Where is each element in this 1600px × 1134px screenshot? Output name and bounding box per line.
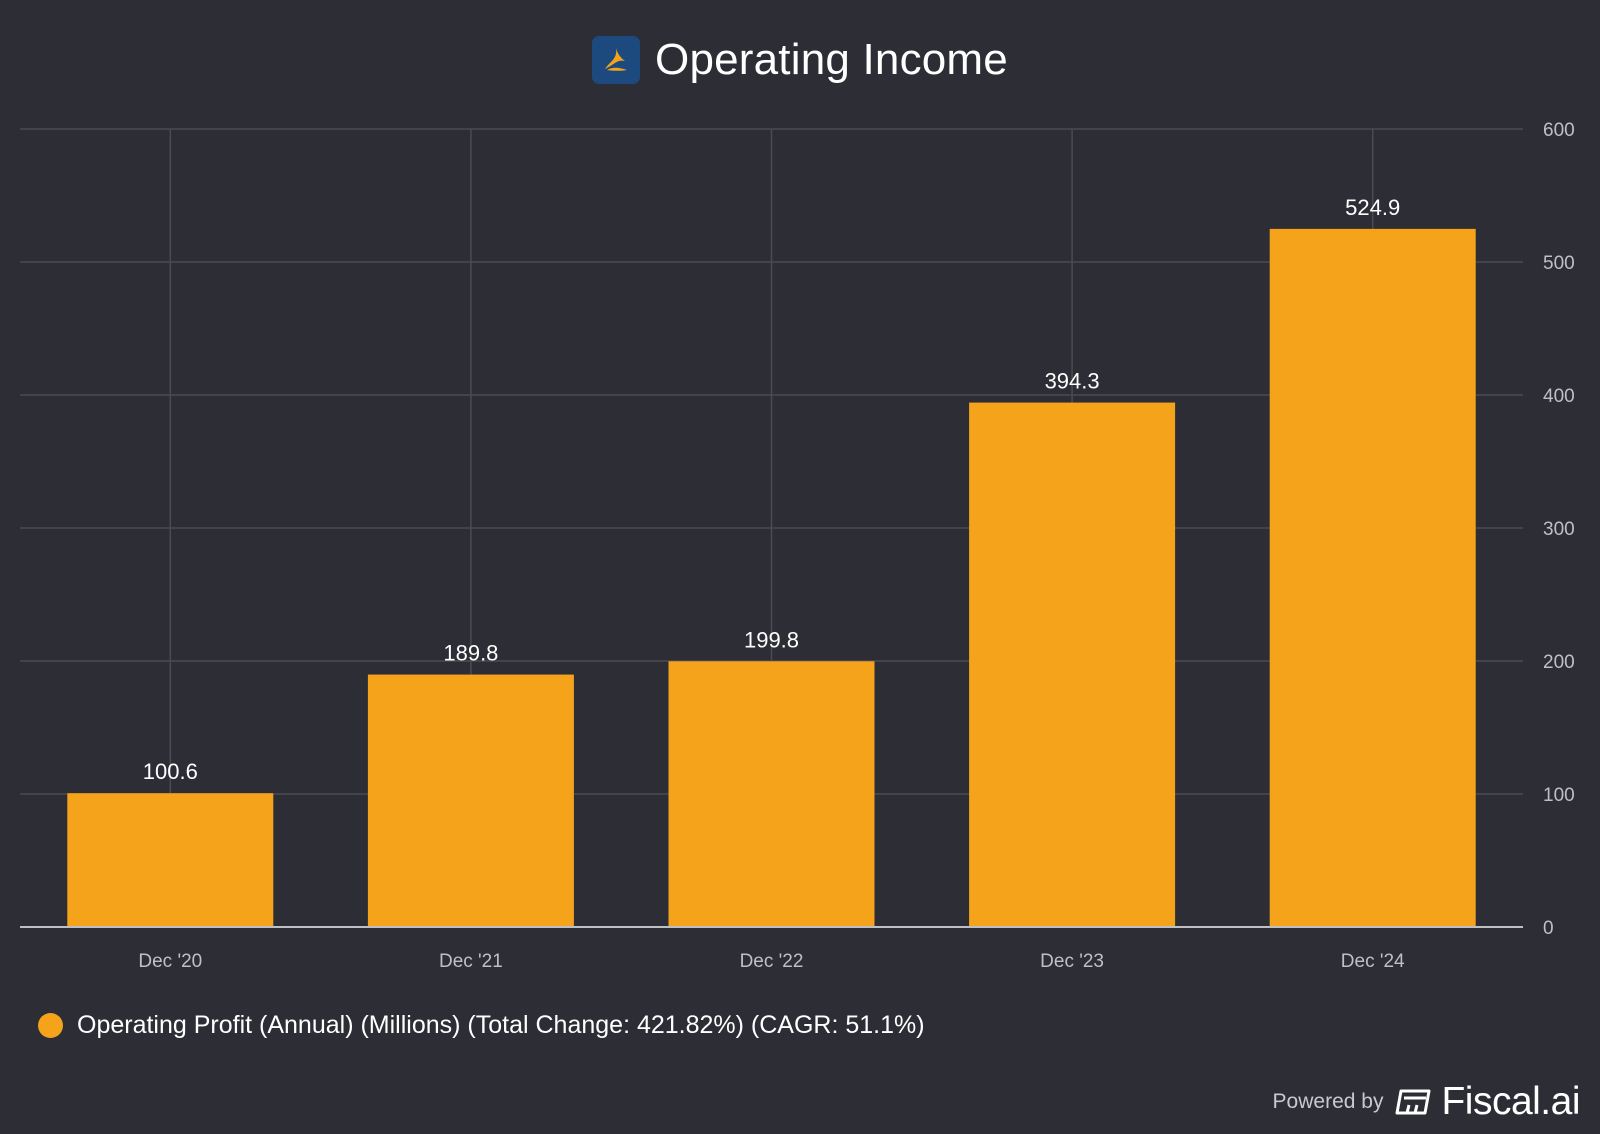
- company-logo-icon: [592, 36, 641, 84]
- chart-header: Operating Income: [0, 30, 1600, 90]
- x-tick-label: Dec '23: [1040, 951, 1104, 972]
- data-label: 524.9: [1345, 195, 1400, 220]
- bar: [367, 674, 574, 927]
- bar: [969, 402, 1176, 927]
- bar: [67, 793, 274, 927]
- x-tick-label: Dec '20: [138, 951, 202, 972]
- bar-series: [67, 228, 1476, 927]
- fiscal-logo-icon: [1395, 1085, 1433, 1119]
- legend-label: Operating Profit (Annual) (Millions) (To…: [77, 1010, 925, 1039]
- y-tick-label: 500: [1543, 253, 1575, 274]
- x-tick-label: Dec '24: [1341, 951, 1405, 972]
- y-tick-label: 400: [1543, 386, 1575, 407]
- bar: [668, 661, 875, 927]
- data-label: 100.6: [143, 759, 198, 784]
- legend[interactable]: Operating Profit (Annual) (Millions) (To…: [38, 1009, 925, 1041]
- x-tick-label: Dec '21: [439, 951, 503, 972]
- powered-by-text: Powered by: [1272, 1090, 1384, 1113]
- data-label: 199.8: [744, 627, 799, 652]
- y-tick-label: 300: [1543, 519, 1575, 540]
- fiscal-brand: Fiscal.ai: [1441, 1080, 1580, 1123]
- data-label: 189.8: [443, 641, 498, 666]
- data-label: 394.3: [1045, 369, 1100, 394]
- y-tick-label: 600: [1543, 120, 1575, 141]
- footer-branding[interactable]: Powered by Fiscal.ai: [1272, 1080, 1581, 1124]
- axes: 0 100 200 300 400 500 600 Dec '20 Dec '21 Dec '22…: [20, 120, 1575, 972]
- chart-title: Operating Income: [655, 35, 1008, 84]
- data-labels: 100.6 189.8 199.8 394.3 524.9: [143, 195, 1400, 784]
- x-tick-label: Dec '22: [740, 951, 804, 972]
- legend-swatch: [38, 1012, 63, 1038]
- bar: [1269, 228, 1476, 927]
- y-tick-label: 100: [1543, 785, 1575, 806]
- y-tick-label: 0: [1543, 918, 1554, 939]
- y-tick-label: 200: [1543, 652, 1575, 673]
